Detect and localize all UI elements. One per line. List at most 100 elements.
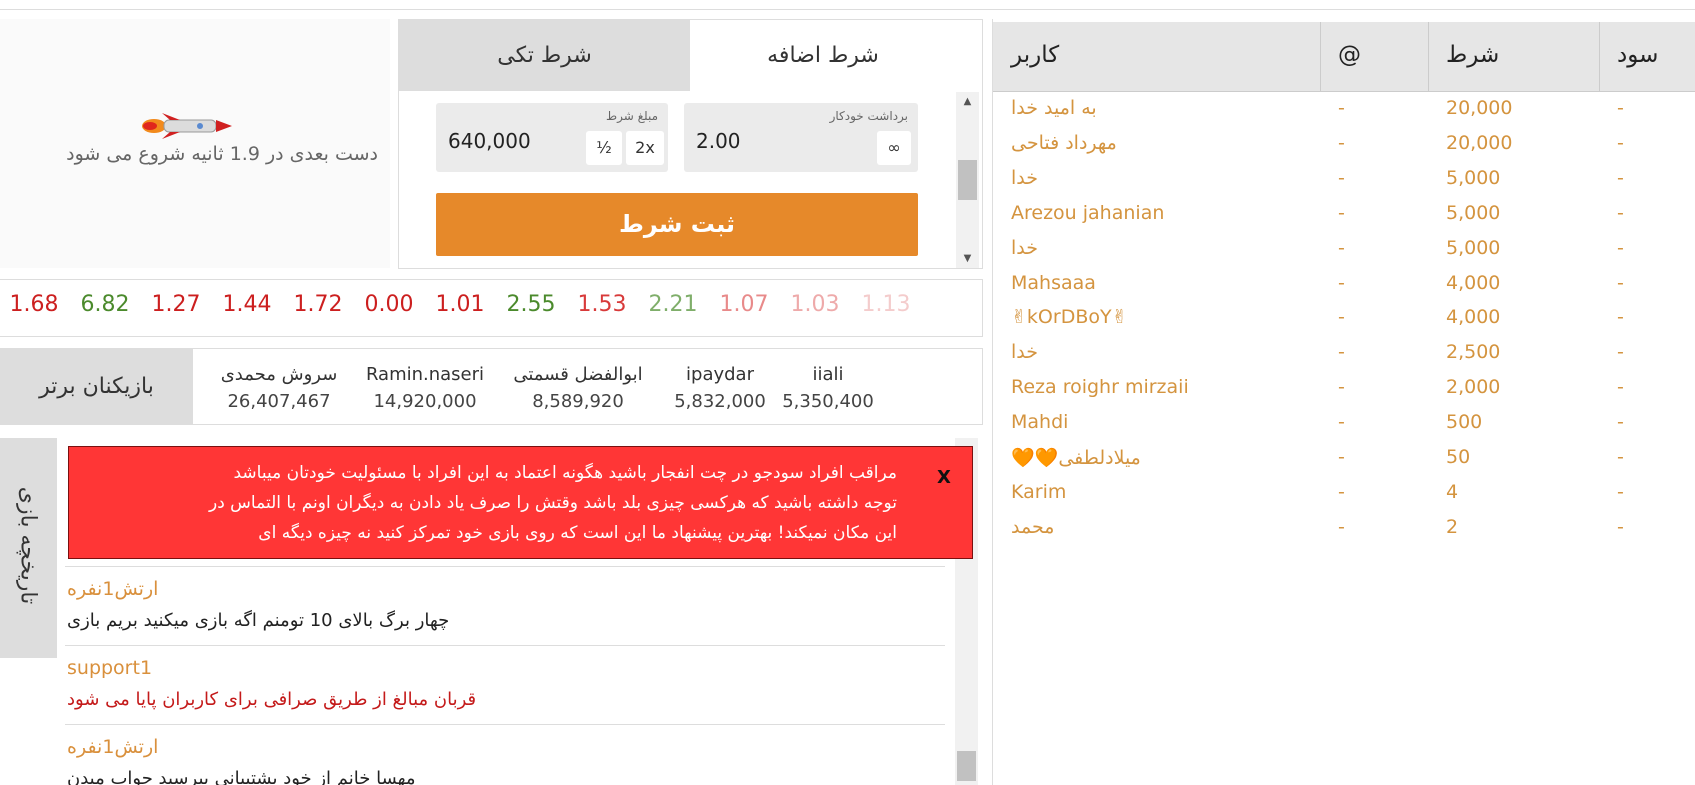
- scroll-thumb[interactable]: [957, 751, 976, 781]
- bet-cell: 2,000: [1446, 376, 1501, 399]
- submit-button[interactable]: ثبت شرط: [436, 193, 918, 256]
- player-score: 5,832,000: [674, 391, 766, 412]
- bet-cell: -: [1338, 97, 1345, 119]
- bettor-name: به امید خدا: [1011, 97, 1097, 119]
- chat: ارتش1نفره چهار برگ بالای 10 تومنم اگه باز…: [65, 438, 955, 785]
- bet-cell: -: [1617, 201, 1624, 224]
- double-button[interactable]: 2x: [626, 131, 664, 165]
- auto-cashout-field[interactable]: برداشت خودکار 2.00 ∞: [684, 103, 918, 172]
- bet-cell: -: [1617, 271, 1624, 294]
- scrollbar[interactable]: ▲ ▼: [956, 92, 979, 268]
- bet-cell: 50: [1446, 446, 1471, 468]
- bettor-name: Reza roighr mirzaii: [1011, 376, 1189, 399]
- bet-cell: -: [1617, 306, 1624, 329]
- field-value: 640,000: [448, 129, 531, 153]
- bet-cell: -: [1617, 480, 1624, 503]
- bet-panel: شرط تکی شرط اضافه مبلغ شرط 640,000 ½ 2x …: [398, 19, 983, 269]
- player-score: 26,407,467: [227, 391, 331, 412]
- multiplier: 2.55: [506, 292, 556, 317]
- half-button[interactable]: ½: [586, 131, 622, 165]
- column-divider: [1599, 22, 1600, 91]
- bet-cell: -: [1617, 411, 1624, 434]
- multiplier: 6.82: [80, 292, 130, 317]
- bet-cell: -: [1617, 97, 1624, 119]
- bettor-name: Mahdi: [1011, 411, 1069, 434]
- scroll-thumb[interactable]: [958, 160, 977, 200]
- bet-cell: -: [1617, 341, 1624, 364]
- bet-cell: 2,500: [1446, 341, 1501, 364]
- bet-cell: -: [1617, 131, 1624, 154]
- bet-cell: -: [1338, 411, 1345, 434]
- table-header: کاربر @ شرط سود: [993, 22, 1695, 92]
- player-name: ابوالفضل قسمتی: [513, 364, 643, 385]
- player-name: سروش محمدی: [220, 364, 338, 385]
- bettor-name: Karim: [1011, 480, 1067, 503]
- bettor-name: 🧡🧡میلادلطفی: [1011, 447, 1141, 469]
- bet-cell: 4,000: [1446, 271, 1501, 294]
- bettor-name: Arezou jahanian: [1011, 201, 1165, 224]
- bet-amount-field[interactable]: مبلغ شرط 640,000 ½ 2x: [436, 103, 668, 172]
- column-header: @: [1338, 42, 1361, 68]
- bet-cell: 500: [1446, 411, 1483, 434]
- multiplier-history: 1.68 6.82 1.27 1.44 1.72 0.00 1.01 2.55 1.53 2.21…: [0, 279, 983, 337]
- chat-separator: [65, 566, 945, 567]
- tab[interactable]: شرط تکی: [399, 20, 690, 91]
- chat-user: ارتش1نفره: [67, 736, 159, 758]
- game-area: دست بعدی در 1.9 ثانیه شروع می شود: [0, 19, 390, 268]
- multiplier: 1.68: [9, 292, 59, 317]
- top-rule: [0, 9, 1695, 10]
- warning-line: مراقب افراد سودجو در چت انفجار باشید هگو…: [233, 463, 898, 483]
- bet-cell: 4: [1446, 480, 1459, 503]
- tab-active[interactable]: شرط اضافه: [767, 43, 879, 68]
- bet-cell: 20,000: [1446, 131, 1513, 154]
- history-tab[interactable]: تاریخچه بازی: [0, 438, 57, 658]
- column-header: شرط: [1446, 42, 1500, 68]
- multiplier: 1.72: [293, 292, 343, 317]
- bettor-name: خدا: [1011, 236, 1038, 259]
- warning-line: این مکان نمیکند! بهترین پیشنهاد ما این ا…: [258, 523, 897, 543]
- multiplier: 1.27: [151, 292, 201, 317]
- bet-cell: -: [1617, 376, 1624, 399]
- countdown: دست بعدی در 1.9 ثانیه شروع می شود: [66, 143, 378, 165]
- chat-text: مهسا خانم از خود پشتیبانی بپرسید جواب می…: [67, 768, 416, 785]
- chat-text: چهار برگ بالای 10 تومنم اگه بازی میکنید …: [67, 610, 450, 631]
- chat-text: قربان مبالغ از طریق صرافی برای کاربران پ…: [67, 689, 477, 710]
- bets-panel: کاربر @ شرط سود به امید خدا - 20,000 - مهرداد ف…: [992, 19, 1695, 785]
- bet-cell: -: [1617, 515, 1624, 538]
- column-divider: [1320, 22, 1321, 91]
- scroll-up[interactable]: ▲: [963, 96, 972, 107]
- bet-cell: -: [1338, 341, 1345, 364]
- bet-cell: 2: [1446, 515, 1459, 538]
- bet-cell: -: [1338, 201, 1345, 224]
- bet-cell: -: [1338, 515, 1345, 538]
- bet-cell: -: [1338, 376, 1345, 399]
- player-name: iiali: [812, 364, 844, 385]
- scroll-down[interactable]: ▼: [963, 253, 972, 264]
- bet-cell: -: [1617, 236, 1624, 259]
- bettor-name: محمد: [1011, 515, 1055, 538]
- history-tab-label: تاریخچه بازی: [15, 486, 41, 605]
- bet-cell: -: [1338, 306, 1345, 329]
- bet-cell: 20,000: [1446, 97, 1513, 119]
- multiplier: 1.13: [861, 292, 911, 317]
- bet-cell: -: [1338, 166, 1345, 189]
- bet-cell: 5,000: [1446, 166, 1501, 189]
- bettor-name: خدا: [1011, 341, 1038, 364]
- multiplier: 1.01: [435, 292, 485, 317]
- player-score: 8,589,920: [532, 391, 624, 412]
- bet-cell: -: [1338, 446, 1345, 468]
- warning-close[interactable]: X: [937, 467, 951, 488]
- player-score: 5,350,400: [782, 391, 874, 412]
- player-name: ipaydar: [686, 364, 754, 385]
- bettor-name: Mahsaaa: [1011, 271, 1096, 294]
- bettor-name: ✌kOrDBoY✌: [1011, 306, 1128, 329]
- multiplier: 1.03: [790, 292, 840, 317]
- multiplier: 1.53: [577, 292, 627, 317]
- field-value: 2.00: [696, 129, 741, 153]
- field-label: مبلغ شرط: [606, 109, 658, 123]
- infinity-button[interactable]: ∞: [877, 131, 911, 165]
- player-score: 14,920,000: [373, 391, 477, 412]
- column-header: کاربر: [1011, 42, 1060, 68]
- field-label: برداشت خودکار: [829, 109, 908, 123]
